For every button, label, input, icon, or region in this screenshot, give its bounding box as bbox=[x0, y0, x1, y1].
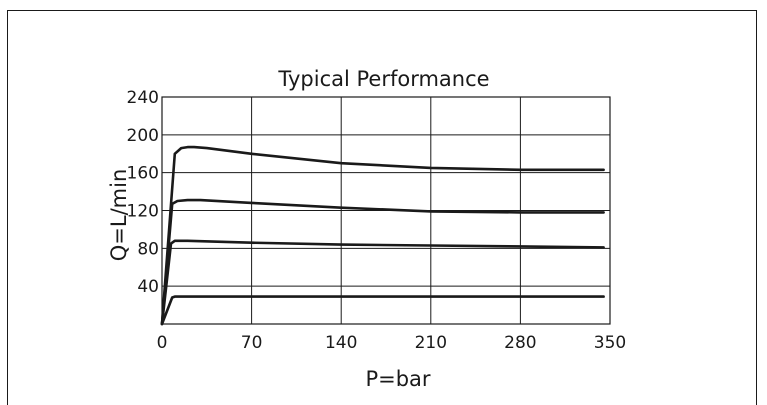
x-axis-label: P=bar bbox=[365, 367, 430, 391]
x-tick-label: 140 bbox=[325, 333, 357, 353]
y-tick-label: 40 bbox=[137, 277, 159, 297]
y-tick-label: 160 bbox=[127, 164, 159, 184]
y-tick-label: 120 bbox=[127, 202, 159, 222]
figure-frame bbox=[7, 10, 757, 405]
x-tick-label: 350 bbox=[594, 333, 626, 353]
y-tick-label: 200 bbox=[127, 126, 159, 146]
series-line-4 bbox=[160, 295, 605, 326]
series-line-1 bbox=[160, 145, 605, 326]
y-tick-label: 80 bbox=[137, 239, 159, 259]
y-tick-label: 240 bbox=[127, 88, 159, 108]
series-line-2 bbox=[160, 198, 605, 326]
x-tick-label: 0 bbox=[157, 333, 168, 353]
x-tick-label: 210 bbox=[415, 333, 447, 353]
x-tick-label: 70 bbox=[241, 333, 263, 353]
x-tick-label: 280 bbox=[504, 333, 536, 353]
y-axis-label: Q=L/min bbox=[107, 169, 131, 262]
chart-title: Typical Performance bbox=[277, 67, 489, 91]
series-line-3 bbox=[160, 239, 605, 326]
